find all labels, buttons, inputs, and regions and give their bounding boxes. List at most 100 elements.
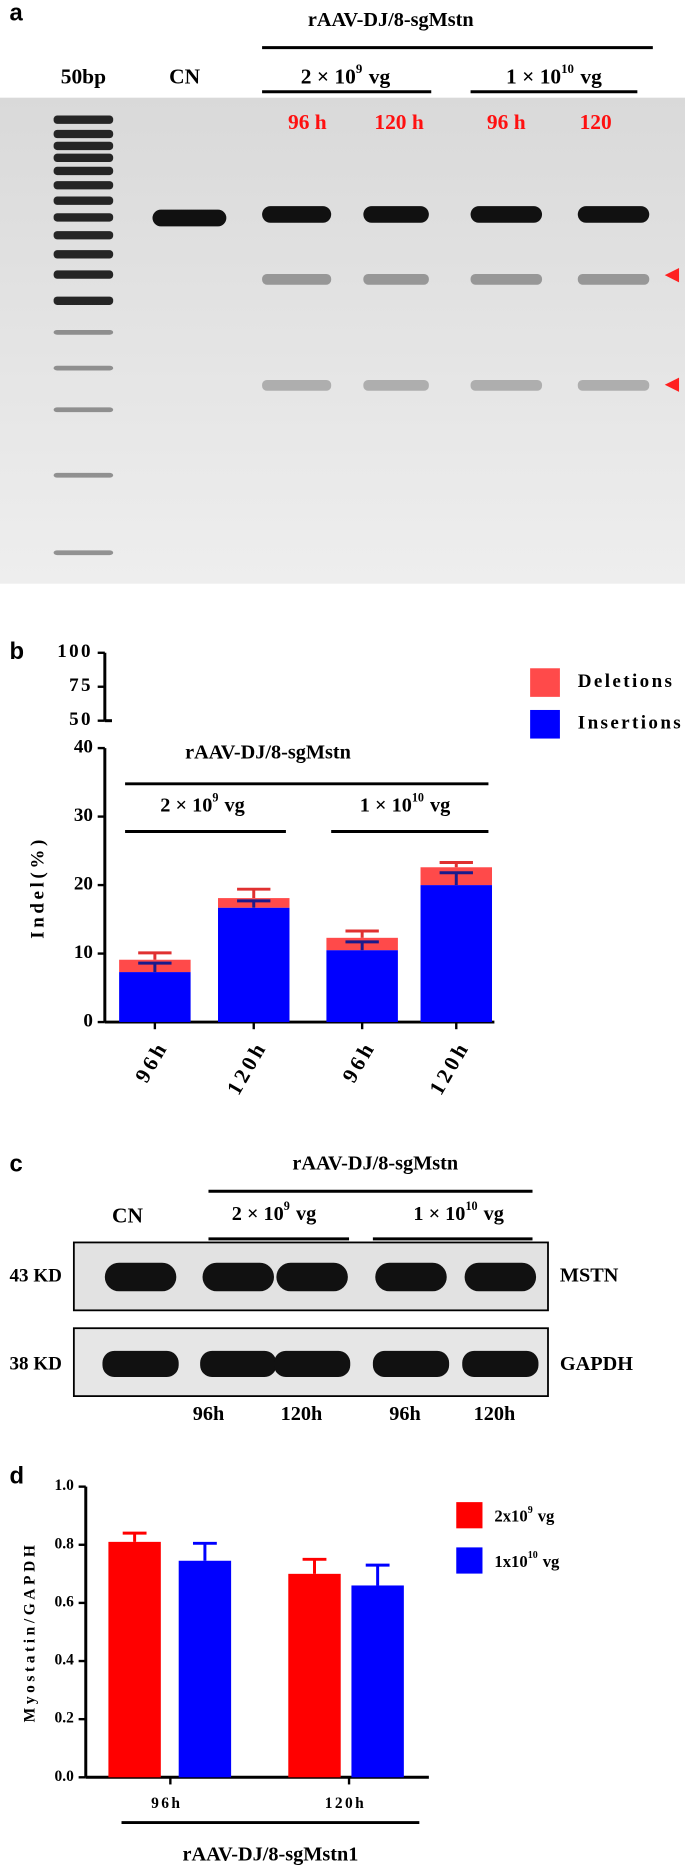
time-label: 120h [474,1403,516,1425]
x-tick-label: 96h [130,1036,173,1086]
bar-segment [218,907,290,1023]
label-exponent: 10 [561,62,574,76]
label-unit: vg [538,1506,555,1525]
y-tick-label: 0.8 [55,1535,75,1552]
gel-band [363,273,429,285]
label-exponent: 9 [284,1199,290,1213]
gel-band [262,206,332,223]
time-label: 96h [389,1403,421,1425]
legend-swatch [456,1502,483,1529]
gel-band [152,209,227,227]
legend-swatch [530,709,560,739]
label-base: 2 × 10 [160,794,212,816]
blot-band [372,1350,450,1378]
dose-label: 2 × 109 vg [160,790,244,816]
label-unit: vg [484,1203,504,1225]
ladder-band [53,231,114,240]
label-exponent: 10 [465,1199,477,1213]
bar [351,1585,404,1778]
blot-band [104,1262,177,1292]
gel-band [262,273,332,285]
y-tick-label: 0.2 [55,1710,75,1727]
label-base: 2 × 10 [232,1203,284,1225]
y-tick-label: 1.0 [55,1477,75,1494]
gel-band [577,379,650,391]
y-tick-label: 20 [74,873,93,894]
construct-label: rAAV-DJ/8-sgMstn [185,742,351,764]
x-tick-label: 120h [325,1795,366,1812]
blot-band [102,1350,179,1378]
time-label: 96 h [487,110,526,134]
y-axis-label: Myostatin/GAPDH [22,1542,39,1723]
bar-segment [119,972,191,1023]
ladder-band [53,181,114,190]
dose-label: 1 × 1010 vg [506,62,602,89]
ladder-band [53,407,114,413]
blot-band [202,1262,274,1292]
y-tick-label: 0.0 [55,1768,75,1785]
y-tick-label: 30 [74,805,93,826]
gel-band [577,273,650,285]
label-base: 1 × 10 [506,65,561,89]
label-exponent: 10 [528,1551,538,1562]
lane-label: CN [169,65,200,89]
gel-band [363,379,429,391]
y-tick-label: 0.6 [55,1593,75,1610]
time-label: 120h [281,1403,323,1425]
label-base: 2 × 10 [301,65,356,89]
label-unit: vg [369,65,391,89]
x-tick-label: 120h [424,1036,474,1099]
time-label: 96h [193,1403,225,1425]
legend-label: 1x1010 vg [494,1551,560,1571]
ladder-band [53,365,114,371]
ladder-band [53,296,114,305]
protein-label: GAPDH [560,1353,633,1375]
y-tick-label: 100 [57,641,93,662]
y-tick-label: 75 [69,675,93,696]
label-base: 2x10 [494,1506,527,1525]
lane-label: CN [112,1203,143,1227]
ladder-band [53,129,114,139]
ladder-band [53,550,114,556]
legend-label: 2x109 vg [494,1505,555,1525]
ladder-band [53,153,114,163]
blot-band [462,1350,539,1378]
bar [108,1541,161,1778]
ladder-band [53,141,114,151]
ladder-band [53,115,114,124]
size-label: 38 KD [10,1354,62,1375]
panel-label: a [10,0,24,27]
ladder-band [53,329,114,335]
panel-label: b [10,638,25,665]
label-base: 1 × 10 [360,794,412,816]
bar-segment [326,950,398,1023]
legend-swatch [530,668,560,697]
ladder-band [53,472,114,478]
bar [178,1560,232,1778]
dose-label: 1 × 1010 vg [413,1199,504,1225]
construct-label: rAAV-DJ/8-sgMstn [308,9,474,31]
gel-band [470,379,543,391]
ladder-band [53,213,114,222]
label-exponent: 9 [356,62,362,76]
dose-label: 1 × 1010 vg [360,790,451,816]
size-label: 43 KD [10,1265,62,1286]
label-base: 1x10 [494,1552,527,1571]
lane-label: 50bp [61,65,106,89]
blot-band [276,1262,348,1292]
label-exponent: 9 [212,790,218,804]
blot-band [375,1262,447,1292]
bar [288,1573,341,1778]
y-tick-label: 50 [69,709,93,730]
blot-band [464,1262,537,1292]
legend-label: Deletions [578,671,675,692]
blot-band [200,1350,277,1378]
ladder-band [53,166,114,176]
y-tick-label: 0.4 [55,1652,75,1669]
x-axis-label: rAAV-DJ/8-sgMstn1 [182,1844,358,1866]
panel-label: d [10,1462,25,1489]
y-tick-label: 0 [83,1010,93,1031]
gel-image [0,97,685,584]
